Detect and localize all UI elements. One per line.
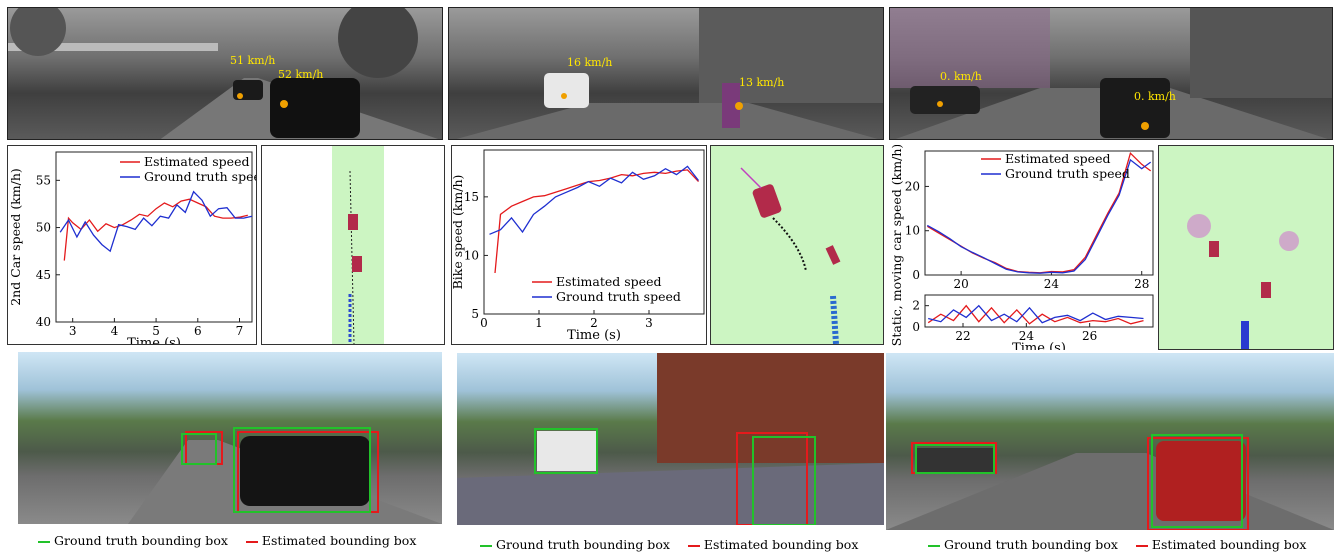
y-tick-label: 0 [912, 268, 920, 282]
chart-panel-1: 40 45 50 55 3 4 5 6 7 Time (s) 2nd Car speed (km/h… [7, 145, 269, 351]
x-tick-label: 24 [1019, 329, 1035, 343]
parked-scene: 0. km/h 0. km/h [890, 8, 1332, 139]
x-tick-label: 0 [480, 316, 488, 330]
legend-label: Ground truth speed [144, 169, 256, 184]
y-tick-label: 0 [912, 320, 920, 334]
bike-speed-chart: 5 10 15 0 1 2 3 Time (s) Bike speed (km/h) Estima… [450, 149, 705, 343]
lidar-view-2 [710, 145, 884, 345]
photo-highway-cars: 51 km/h 52 km/h [7, 7, 443, 140]
x-tick-label: 22 [955, 329, 970, 343]
legend-swatch-green [38, 540, 50, 543]
photo-street-cyclist: 16 km/h 13 km/h [448, 7, 884, 140]
y-axis-label: 2nd Car speed (km/h) [8, 168, 23, 306]
x-tick-label: 4 [111, 324, 119, 338]
x-axis-label: Time (s) [127, 336, 181, 344]
y-axis-label: Static, moving car speed (km/h) [889, 145, 904, 346]
legend-swatch-green [928, 544, 940, 547]
legend-swatch-red [687, 544, 700, 547]
y-tick-label: 2 [912, 299, 920, 313]
photo-parked-cars: 0. km/h 0. km/h [889, 7, 1333, 140]
series-line-1 [59, 190, 253, 253]
caption-bottom-3: Ground truth bounding box Estimated boun… [928, 537, 1306, 552]
plot-area [483, 149, 705, 315]
x-tick-label: 26 [1082, 329, 1097, 343]
legend-swatch-red [245, 540, 258, 543]
x-tick-label: 6 [194, 324, 202, 338]
speed-label: 13 km/h [739, 76, 784, 89]
y-tick-label: 5 [471, 307, 479, 321]
speed-label: 16 km/h [567, 56, 612, 69]
series-line-0 [927, 304, 1144, 325]
bbox-parked-scene [886, 434, 1334, 530]
lidar-view-3 [1158, 145, 1334, 350]
x-axis-label: Time (s) [567, 328, 621, 343]
y-tick-label: 20 [905, 179, 920, 193]
legend-swatch-red [1135, 544, 1148, 547]
y-tick-label: 10 [905, 224, 920, 238]
legend-label: Ground truth speed [556, 289, 681, 304]
legend-label: Ground truth speed [1005, 166, 1130, 181]
legend-label: Estimated speed [556, 274, 661, 289]
y-axis-label: Bike speed (km/h) [452, 175, 465, 290]
legend-label: Estimated bounding box [261, 533, 417, 548]
legend-label: Ground truth bounding box [944, 537, 1118, 552]
series-line-1 [928, 304, 1144, 324]
plot-area [924, 150, 1154, 276]
y-tick-label: 15 [464, 190, 479, 204]
lidar-birdseye-1 [332, 146, 384, 345]
x-tick-label: 3 [69, 324, 77, 338]
series-line-1 [926, 158, 1152, 274]
lidar-birdseye-2 [740, 167, 841, 345]
y-tick-label: 55 [36, 173, 51, 187]
series-line-0 [63, 198, 248, 261]
caption-bottom-1: Ground truth bounding box Estimated boun… [38, 533, 416, 548]
speed-label: 51 km/h [230, 54, 275, 67]
chart-panel-3: 0 10 20 20 24 28 Static, moving car speed (km/… [889, 144, 1155, 356]
plot-area [55, 151, 253, 323]
street-scene: 16 km/h 13 km/h [456, 8, 883, 139]
speed-label: 52 km/h [278, 68, 323, 81]
speed-label: 0. km/h [1134, 90, 1176, 103]
y-tick-label: 50 [36, 221, 51, 235]
x-tick-label: 2 [590, 316, 598, 330]
lidar-view-1 [261, 145, 445, 345]
x-tick-label: 20 [953, 277, 968, 291]
photo-bbox-parked [886, 353, 1334, 530]
y-tick-label: 45 [36, 268, 51, 282]
lidar-birdseye-3 [1187, 214, 1299, 349]
x-tick-label: 3 [645, 316, 653, 330]
legend-label: Ground truth bounding box [54, 533, 228, 548]
bbox-street-scene [457, 353, 884, 525]
series-line-0 [494, 169, 699, 274]
photo-bbox-street [457, 353, 884, 525]
legend-label: Estimated bounding box [1151, 537, 1307, 552]
legend-label: Estimated speed [1005, 151, 1110, 166]
series-line-1 [489, 165, 700, 235]
x-tick-label: 28 [1134, 277, 1149, 291]
chart-panel-2: 5 10 15 0 1 2 3 Time (s) Bike speed (km/h) Estima… [450, 145, 707, 345]
legend-swatch-green [480, 544, 492, 547]
legend-label: Ground truth bounding box [496, 537, 670, 552]
bbox-highway-scene [128, 427, 442, 524]
legend-label: Estimated bounding box [703, 537, 859, 552]
x-tick-label: 5 [152, 324, 160, 338]
speed-label: 0. km/h [940, 70, 982, 83]
x-axis-label: Time (s) [1012, 341, 1066, 350]
x-tick-label: 7 [236, 324, 244, 338]
y-tick-label: 40 [36, 315, 51, 329]
photo-bbox-highway [18, 352, 442, 524]
x-tick-label: 24 [1044, 277, 1060, 291]
legend-label: Estimated speed [144, 154, 249, 169]
plot-area [924, 294, 1154, 328]
x-tick-label: 1 [535, 316, 543, 330]
y-tick-label: 10 [464, 248, 479, 262]
highway-scene: 51 km/h 52 km/h [8, 8, 439, 139]
caption-bottom-2: Ground truth bounding box Estimated boun… [480, 537, 858, 552]
